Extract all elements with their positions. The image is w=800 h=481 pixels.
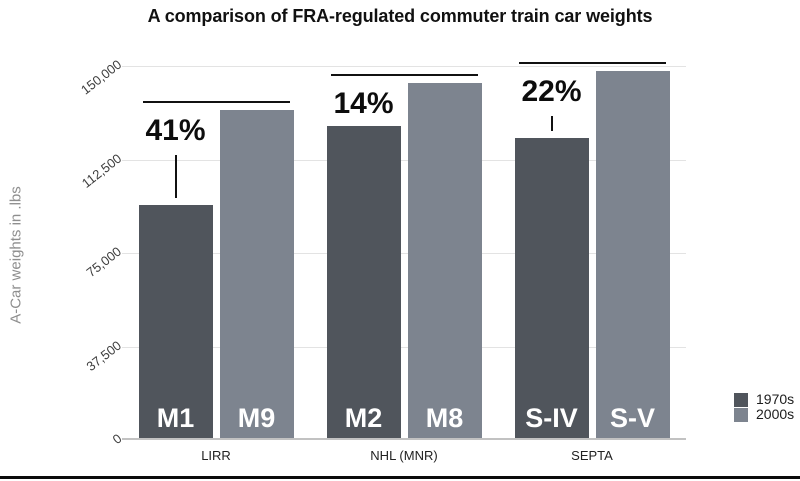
y-axis-title: A-Car weights in .lbs <box>7 186 25 324</box>
y-tick-label: 37,500 <box>83 337 125 374</box>
bar-m1-1970s: M1 <box>138 204 213 438</box>
bar-s-iv-1970s: S-IV <box>514 137 589 438</box>
annotation-line <box>518 62 666 65</box>
x-category-label: SEPTA <box>571 448 613 463</box>
legend: 1970s 2000s <box>734 392 794 422</box>
chart-title: A comparison of FRA-regulated commuter t… <box>147 6 653 26</box>
legend-label-1970s: 1970s <box>756 391 795 407</box>
annotation-percent: 41% <box>145 114 206 148</box>
legend-swatch-2000s <box>734 407 748 422</box>
legend-item-2000s: 2000s <box>734 407 794 422</box>
legend-item-1970s: 1970s <box>734 392 794 407</box>
footer-rule <box>0 476 800 479</box>
bar-value-label: S-IV <box>525 403 578 433</box>
bar-s-v-2000s: S-V <box>595 71 670 438</box>
legend-swatch-1970s <box>734 392 748 407</box>
bar-value-label: M1 <box>156 403 195 433</box>
plot-area: M1 M9 41% M2 M8 14% S-IV S-V 22% <box>122 62 686 440</box>
x-category-label: NHL (MNR) <box>370 448 438 463</box>
bar-value-label: M2 <box>344 403 383 433</box>
annotation-tick <box>174 155 177 198</box>
bar-m2-1970s: M2 <box>326 126 401 438</box>
legend-label-2000s: 2000s <box>756 406 795 422</box>
gridline <box>122 66 686 67</box>
annotation-line <box>142 101 290 104</box>
bar-value-label: M8 <box>425 403 464 433</box>
annotation-tick <box>550 116 553 131</box>
annotation-percent: 14% <box>333 86 394 120</box>
gridline <box>122 346 686 348</box>
y-tick-label: 150,000 <box>78 56 125 98</box>
x-category-label: LIRR <box>201 448 231 463</box>
annotation-line <box>330 73 478 76</box>
y-tick-label: 112,500 <box>78 150 125 191</box>
bar-m8-2000s: M8 <box>407 82 482 438</box>
bar-value-label: M9 <box>237 403 276 433</box>
gridline <box>122 253 686 254</box>
annotation-percent: 22% <box>521 75 582 109</box>
bar-value-label: S-V <box>609 403 655 433</box>
gridline <box>122 159 686 161</box>
y-tick-label: 75,000 <box>83 243 125 280</box>
bar-m9-2000s: M9 <box>219 110 294 438</box>
